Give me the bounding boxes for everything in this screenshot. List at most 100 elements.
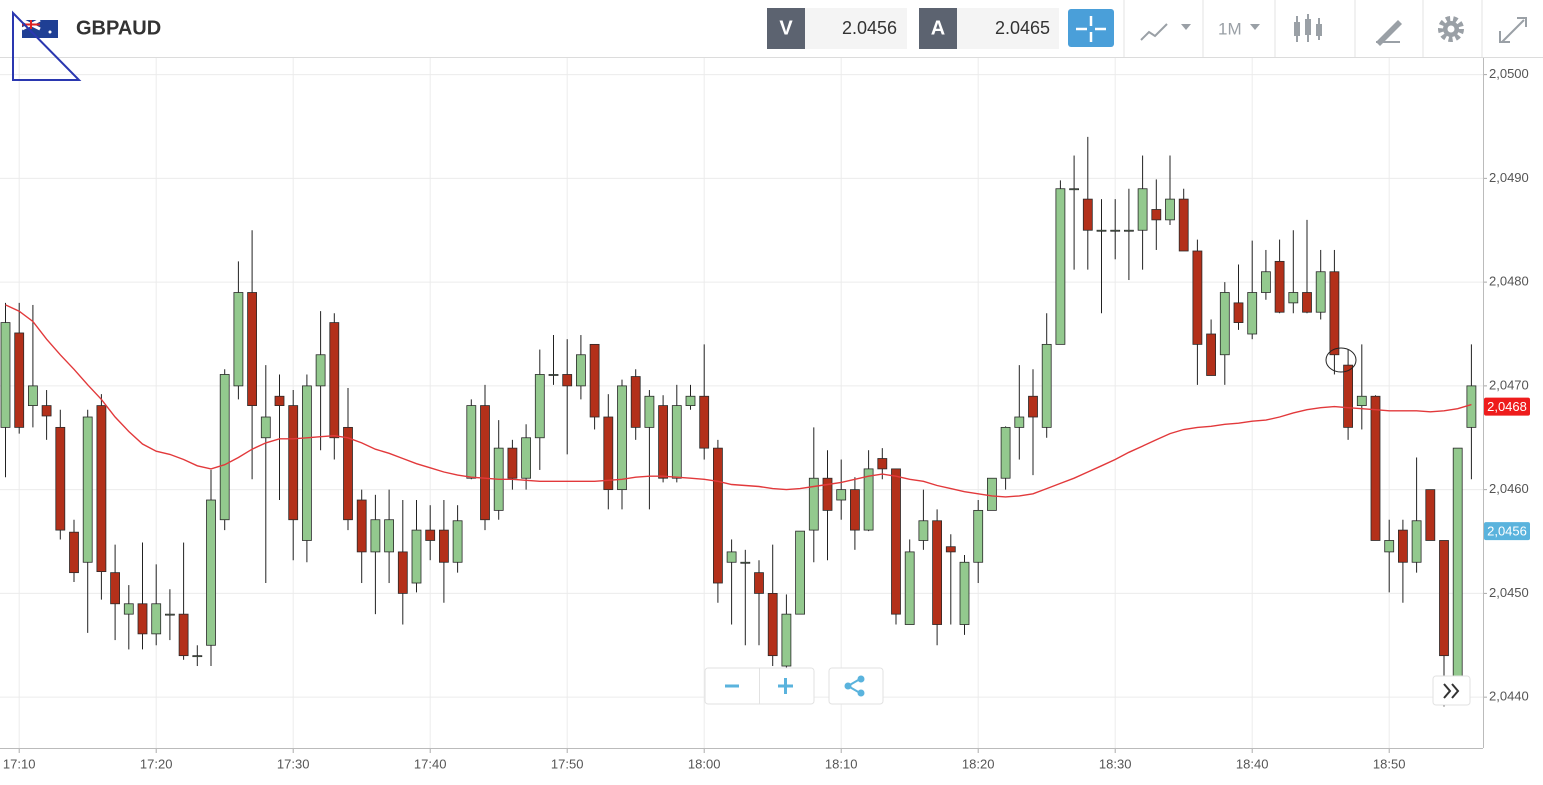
candle-body [1069,188,1079,191]
candle-body [96,405,107,573]
candle-body [822,477,833,511]
bid-button[interactable] [767,8,805,49]
candle-body [219,374,230,521]
candle-body [384,519,395,553]
candle-body [1425,489,1436,541]
bid-box [805,8,907,49]
candle-body [1055,188,1066,345]
candle-body [438,529,449,563]
symbol: GBPAUD [76,17,161,39]
price-tag-label: 2,0468 [1487,399,1527,414]
candle-body [397,551,408,594]
settings-button[interactable] [1438,16,1464,42]
candle-body [1178,198,1189,252]
candle-body [1302,292,1312,313]
candle-body [41,405,52,417]
candle-body [1096,229,1107,232]
candle-body [877,458,888,470]
candle-body [836,489,847,501]
x-tick-label: 18:20 [962,756,995,771]
zoom-in-button[interactable] [778,678,793,694]
moving-average-line [5,304,1472,498]
candle-body [1165,198,1175,221]
candle-body [713,447,723,584]
price-tag [1484,522,1530,541]
candle-body [685,395,696,406]
y-tick-label: 2,0500 [1489,66,1529,81]
x-tick-label: 18:00 [688,756,721,771]
candle-body [233,292,244,387]
candle-body [0,322,11,428]
candle-body [589,343,600,418]
candle-body [411,529,422,584]
candle-body [356,499,367,553]
x-tick-label: 17:30 [277,756,310,771]
candle-body [1370,395,1381,541]
candle-body [1452,447,1463,677]
share-box [828,667,884,705]
candle-body [781,613,792,667]
candle-body [425,529,436,541]
candle-body [1274,260,1285,313]
candle-body [699,395,710,449]
candle-body [945,546,956,553]
x-tick-label: 18:40 [1236,756,1269,771]
chart-type-button[interactable] [1140,23,1191,41]
candle-body [260,416,271,439]
candle-body [603,416,614,491]
candle-body [274,395,285,406]
candle-body [617,385,627,491]
timeframe-button[interactable]: 1M [1218,19,1242,38]
candle-body [1384,540,1395,553]
candle-body [863,468,874,531]
candle-body [987,477,997,511]
price-tag-label: 2,0456 [1487,524,1527,539]
candle-body [1082,198,1093,231]
candle-body [247,292,258,406]
candle-body [630,376,641,428]
candle-body [1110,229,1121,232]
candle-body [69,531,79,574]
candle-body [480,405,490,521]
candle-body [1151,209,1162,221]
candle-body [1041,343,1052,428]
candle-body [973,509,984,563]
candle-body [452,520,463,563]
bid-label: V [779,17,793,39]
candle-body [658,405,668,479]
candle-type-button[interactable] [1294,14,1322,42]
x-tick-label: 17:40 [414,756,447,771]
zoom-controls [704,667,1471,706]
candle-body [740,561,751,564]
ask-button[interactable] [919,8,957,49]
candle-body [14,332,25,428]
candle-body [1288,292,1299,304]
candle-body [562,374,573,387]
share-button[interactable] [844,675,865,697]
candle-body [137,603,148,635]
candle-body [795,530,805,615]
x-tick-label: 17:20 [140,756,173,771]
candle-body [808,477,819,531]
candle-body [1466,385,1477,428]
crosshair-button[interactable] [1068,9,1114,47]
draw-button[interactable] [1376,20,1402,46]
candle-body [959,561,970,625]
candle-body [904,551,915,625]
candle-body [1315,271,1326,313]
ask-label: A [931,17,945,39]
y-tick-label: 2,0480 [1489,274,1529,289]
y-tick-label: 2,0460 [1489,481,1529,496]
x-tick-label: 17:10 [3,756,36,771]
candle-body [1219,292,1230,356]
scroll-end-box [1432,675,1471,706]
candle-body [206,499,216,646]
scroll-end-button[interactable] [1443,683,1460,699]
candle-body [534,374,545,439]
fullscreen-button[interactable] [1499,17,1527,43]
candle-body [644,395,655,428]
candle-body [301,385,312,541]
candle-body [123,603,134,615]
